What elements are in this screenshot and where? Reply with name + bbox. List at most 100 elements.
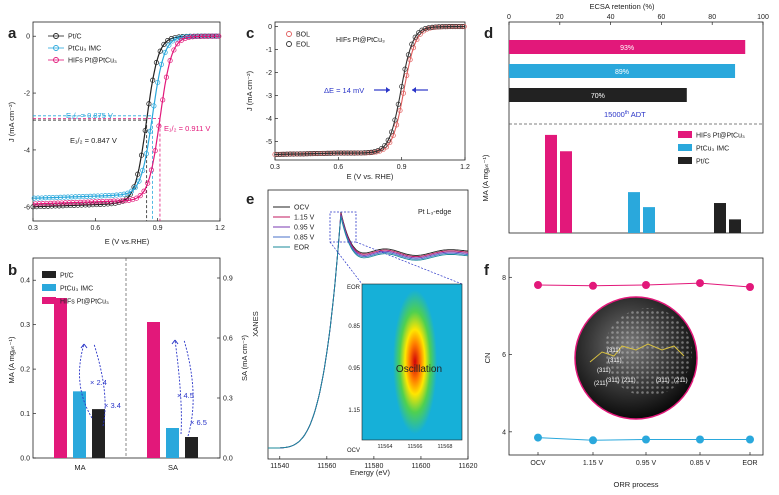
top-tick-label: 20	[556, 14, 564, 21]
curve-marker	[334, 150, 341, 156]
curve-marker	[284, 151, 290, 157]
legend-b-ptc: Pt/C	[60, 273, 74, 280]
panel-a-legend: Pt/C PtCu₃ IMC HIFs Pt@PtCu₃	[48, 33, 117, 65]
adt-number: 15000	[604, 110, 625, 119]
panel-c-ylabel: J (mA cm⁻²)	[245, 70, 254, 111]
panel-e-xlabel: Energy (eV)	[350, 468, 391, 477]
curve-marker	[141, 188, 147, 194]
panel-b-bars	[54, 298, 198, 458]
curve-marker	[100, 198, 106, 205]
panel-b-frame	[32, 257, 221, 459]
panel-b-label: b	[8, 262, 17, 279]
legend-d-swatch-hifs	[678, 131, 692, 138]
panel-e-curves	[268, 211, 469, 449]
curve-marker	[277, 151, 283, 157]
curve-marker	[161, 41, 167, 47]
panel-f-xlabel: ORR process	[613, 480, 658, 489]
curve-marker	[165, 38, 171, 44]
y-tick-label: 0	[268, 24, 272, 31]
curve-marker	[163, 74, 169, 80]
facet-label: (311)	[608, 358, 622, 364]
curve-marker	[133, 195, 140, 201]
curve-marker	[426, 25, 432, 31]
legend-ptc: Pt/C	[68, 34, 82, 41]
curve-marker	[453, 24, 459, 30]
inset-x-tick-label: 11568	[438, 444, 453, 450]
curve-marker	[307, 151, 314, 157]
curve-marker	[378, 146, 384, 152]
curve-marker	[193, 33, 199, 40]
curve-marker	[395, 101, 401, 107]
curve-marker	[399, 83, 405, 90]
curve-marker	[44, 200, 50, 207]
curve-0	[33, 35, 220, 208]
curve-marker	[140, 167, 146, 173]
x-tick-label: 0.3	[270, 164, 280, 171]
curve-marker	[456, 24, 462, 30]
annotation-e-half-imc: E₁/₂ = 0.875 V	[66, 111, 113, 120]
curve-marker	[113, 192, 120, 198]
curve-marker	[204, 33, 211, 39]
facet-label: (311)	[607, 348, 621, 354]
curve-marker	[291, 151, 297, 157]
annotation-x65: × 6.5	[190, 418, 207, 427]
legend-eol: EOL	[296, 42, 310, 49]
x-tick-label: 1.2	[460, 164, 470, 171]
curve-marker	[157, 48, 163, 54]
panel-e-frame	[267, 189, 469, 460]
x-tick-label: 0.6	[90, 225, 100, 232]
curve-marker	[216, 33, 222, 39]
x-tick-label: EOR	[742, 460, 757, 467]
curve-marker	[56, 203, 62, 209]
curve-marker	[126, 197, 132, 203]
panel-e-legend: OCV 1.15 V 0.95 V 0.85 V EOR	[273, 205, 315, 252]
curve-marker	[61, 194, 67, 200]
panel-d: d ECSA retention (%) 0 20 40 60 80 100 93% 89%…	[481, 2, 769, 234]
panel-a: a 0.3 0.6 0.9 1.2 0 -2 -4 -6 Pt/C PtCu₃ IMC HIF…	[7, 21, 225, 246]
panel-d-top-axis-label: ECSA retention (%)	[589, 2, 655, 11]
panel-a-ylabel: J (mA cm⁻²)	[7, 101, 16, 142]
legend-imc: PtCu₃ IMC	[68, 46, 101, 53]
annotation-e-half-ptc: E₁/₂ = 0.847 V	[70, 136, 117, 145]
curve-marker	[416, 30, 422, 36]
curve-marker	[42, 195, 49, 201]
panel-d-adt-label: 15000th ADT	[604, 110, 646, 119]
curve-marker	[365, 150, 371, 156]
curve-marker	[443, 24, 449, 30]
curve-marker	[449, 24, 455, 30]
inset-y-tick-label: OCV	[347, 448, 360, 454]
x-tick-label: 1.2	[215, 225, 225, 232]
curve-marker	[89, 199, 95, 205]
curve-marker	[175, 41, 181, 47]
top-tick-label: 0	[507, 14, 511, 21]
curve-marker	[143, 151, 149, 157]
curve-marker	[76, 194, 82, 200]
inset-y-tick-label: EOR	[347, 285, 361, 291]
x-tick-label: 0.9	[153, 225, 163, 232]
y-tick-label: -2	[266, 70, 272, 77]
curve-marker	[35, 195, 41, 201]
curve-marker	[115, 198, 121, 204]
arrow-x24-head	[80, 343, 88, 349]
ma-bar-after-1	[643, 207, 655, 233]
bar-sa-2	[185, 437, 198, 458]
panel-c-title: HIFs Pt@PtCu₃	[336, 37, 385, 44]
y-tick-label: -4	[266, 116, 272, 123]
curve-marker	[361, 150, 368, 156]
retention-label-2: 70%	[591, 93, 605, 100]
y-tick-left-label: 0.2	[20, 367, 30, 374]
curve-marker	[128, 188, 135, 194]
x-tick-label: 11600	[411, 463, 430, 470]
curve-marker	[36, 201, 42, 207]
inset-y-tick-label: 1.15	[348, 408, 360, 414]
panel-a-frame	[32, 21, 221, 222]
retention-bar-2	[509, 88, 687, 102]
curve-marker	[46, 195, 52, 201]
curve-marker	[72, 194, 78, 200]
curve-marker	[324, 150, 330, 156]
curve-marker	[122, 198, 128, 204]
legend-d-ptc: Pt/C	[696, 159, 710, 166]
curve-marker	[95, 193, 101, 199]
x-tick-label: 11620	[459, 463, 478, 470]
